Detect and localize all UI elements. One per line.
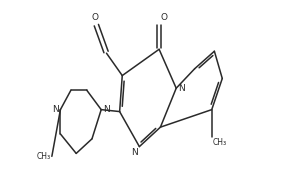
Text: N: N xyxy=(52,105,59,114)
Text: N: N xyxy=(178,84,185,93)
Text: O: O xyxy=(161,13,168,22)
Text: N: N xyxy=(103,105,109,114)
Text: CH₃: CH₃ xyxy=(213,138,227,147)
Text: CH₃: CH₃ xyxy=(37,152,51,161)
Text: N: N xyxy=(131,148,138,157)
Text: O: O xyxy=(91,13,99,22)
